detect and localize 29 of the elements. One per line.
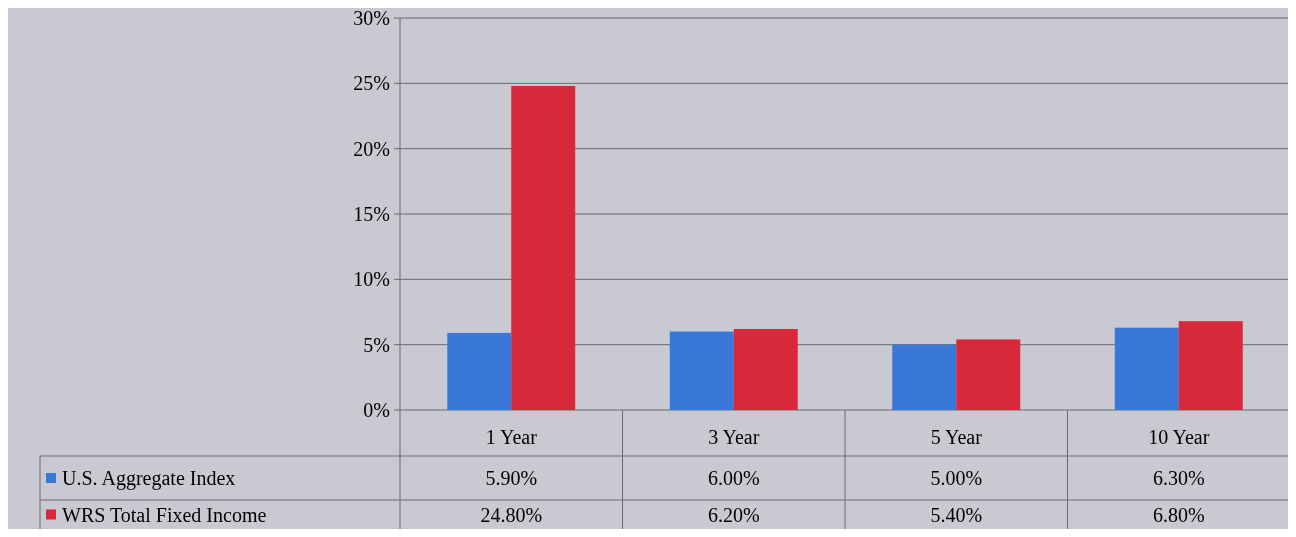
bar: [669, 331, 734, 410]
y-tick-label: 20%: [353, 137, 390, 160]
bar: [1114, 327, 1179, 410]
data-label: 6.20%: [707, 503, 760, 526]
data-label: 6.00%: [707, 467, 760, 489]
data-label: 5.90%: [485, 467, 538, 489]
y-tick-label: 0%: [363, 399, 390, 421]
data-label: 5.40%: [930, 503, 983, 526]
y-tick-label: 10%: [353, 268, 390, 291]
legend-label: WRS Total Fixed Income: [62, 503, 267, 526]
y-tick-label: 5%: [363, 333, 390, 356]
y-tick-label: 25%: [353, 72, 390, 95]
legend-label: U.S. Aggregate Index: [62, 467, 236, 490]
bar: [956, 339, 1021, 410]
data-label: 24.80%: [480, 503, 543, 526]
data-label: 5.00%: [930, 467, 983, 489]
bar: [511, 85, 576, 410]
data-label: 6.80%: [1152, 503, 1205, 526]
bar: [892, 344, 957, 410]
x-tick-label: 3 Year: [708, 426, 760, 448]
x-tick-label: 5 Year: [930, 426, 983, 448]
bar: [447, 332, 512, 410]
y-tick-label: 15%: [353, 203, 390, 225]
x-tick-label: 1 Year: [485, 426, 538, 448]
x-tick-label: 10 Year: [1148, 426, 1210, 448]
y-tick-label: 30%: [353, 7, 390, 29]
bar: [1178, 321, 1243, 410]
data-label: 6.30%: [1152, 467, 1205, 489]
bar: [733, 328, 798, 410]
